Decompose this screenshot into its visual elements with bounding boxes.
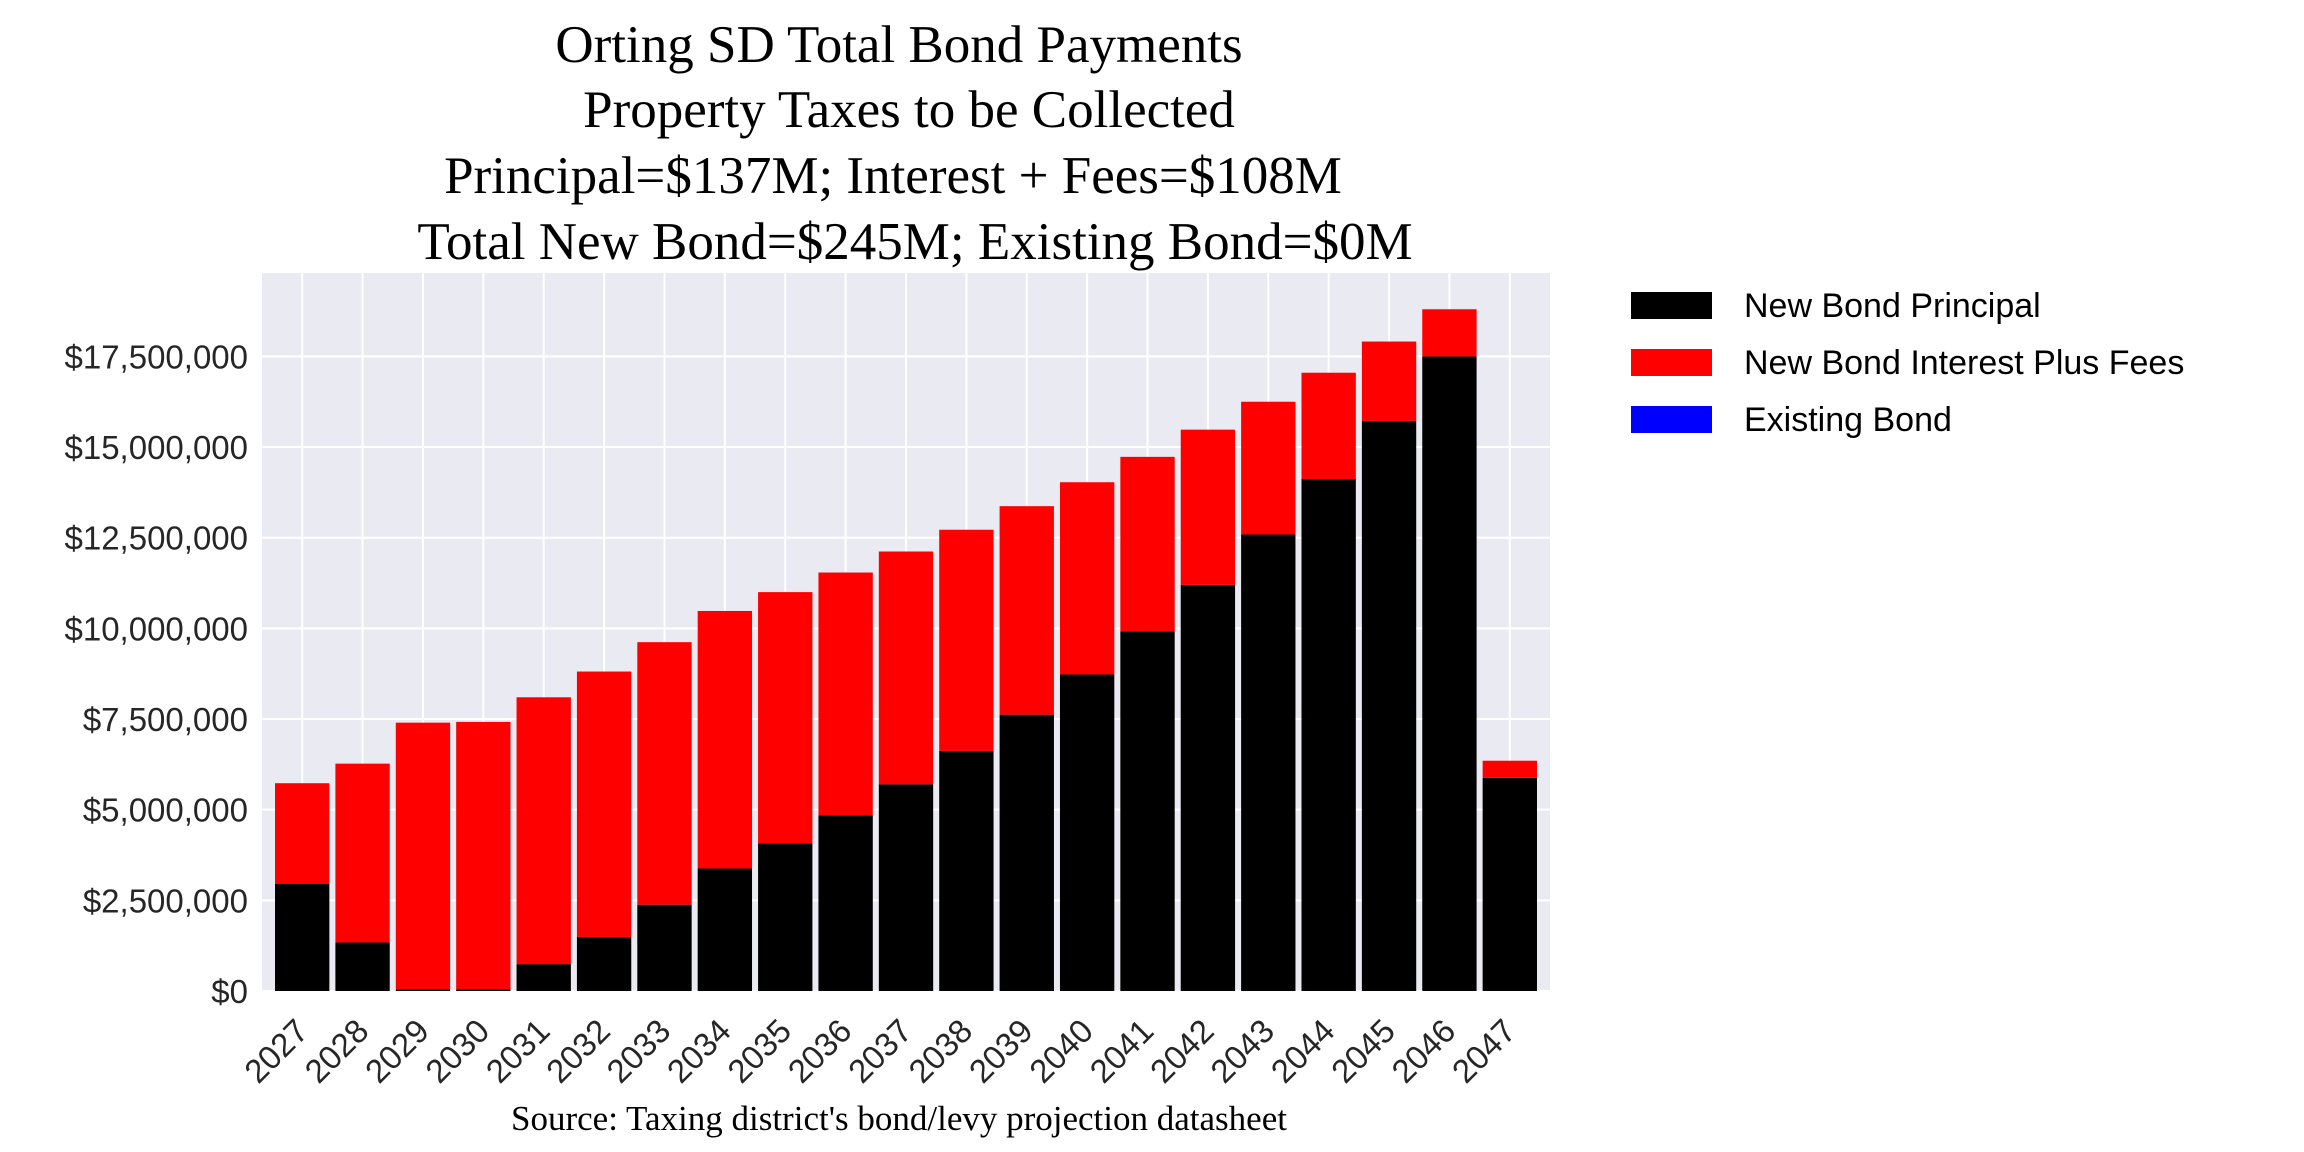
title-line-1: Orting SD Total Bond Payments	[555, 16, 1242, 74]
bar-2038-series-1	[939, 529, 994, 751]
bar-2040-series-0	[1059, 674, 1115, 991]
x-tick-label: 2027	[237, 1012, 315, 1090]
x-tick-label: 2028	[297, 1012, 375, 1090]
bar-2031-series-1	[516, 697, 571, 965]
bar-2033-series-1	[637, 642, 692, 905]
x-tick-label: 2036	[780, 1012, 858, 1090]
x-tick-label: 2034	[660, 1012, 738, 1090]
legend: New Bond Principal New Bond Interest Plus…	[1631, 287, 2184, 439]
y-tick-label: $15,000,000	[64, 429, 248, 466]
bar-2040-series-1	[1059, 482, 1115, 675]
bar-2045-series-0	[1361, 420, 1417, 991]
bar-2034-series-0	[697, 868, 753, 991]
bar-2042-series-0	[1180, 584, 1236, 991]
x-tick-label: 2029	[358, 1012, 436, 1090]
x-tick-label: 2043	[1203, 1012, 1281, 1090]
y-tick-label: $0	[211, 973, 248, 1010]
x-tick-label: 2041	[1082, 1012, 1160, 1090]
bar-2037-series-0	[878, 784, 934, 991]
legend-label: New Bond Principal	[1744, 287, 2041, 325]
x-tick-label: 2033	[599, 1012, 677, 1090]
bar-2039-series-1	[999, 506, 1054, 715]
bar-2036-series-0	[818, 815, 873, 991]
bar-2047-series-0	[1482, 777, 1537, 991]
x-tick-label: 2030	[418, 1012, 496, 1090]
bar-2030-series-1	[456, 721, 511, 990]
x-tick-label: 2044	[1264, 1012, 1342, 1090]
title-line-4: Total New Bond=$245M; Existing Bond=$0M	[417, 213, 1412, 271]
y-tick-label: $2,500,000	[83, 882, 248, 919]
bar-2032-series-0	[576, 936, 632, 991]
bar-2035-series-1	[758, 592, 813, 844]
bar-2042-series-1	[1180, 429, 1236, 585]
bar-2027-series-0	[275, 883, 330, 991]
x-axis-ticks: 2027202820292030203120322033203420352036…	[237, 1012, 1523, 1090]
y-tick-label: $7,500,000	[83, 701, 248, 738]
source-note: Source: Taxing district's bond/levy proj…	[511, 1099, 1287, 1138]
bar-2043-series-1	[1241, 401, 1296, 535]
y-tick-label: $5,000,000	[83, 792, 248, 829]
x-tick-label: 2047	[1445, 1012, 1523, 1090]
x-tick-label: 2042	[1143, 1012, 1221, 1090]
bar-2038-series-0	[939, 750, 994, 991]
bar-2029-series-1	[395, 722, 451, 990]
bar-2033-series-0	[637, 904, 692, 991]
bar-2044-series-1	[1301, 372, 1356, 479]
bar-2043-series-0	[1241, 534, 1296, 991]
chart-title: Orting SD Total Bond Payments Property T…	[417, 16, 1412, 271]
x-tick-label: 2038	[901, 1012, 979, 1090]
bar-2028-series-1	[335, 763, 390, 943]
legend-label: New Bond Interest Plus Fees	[1744, 344, 2184, 382]
bar-2030-series-0	[456, 989, 511, 991]
bar-2031-series-0	[516, 964, 571, 991]
bar-2041-series-0	[1120, 631, 1175, 991]
bar-2045-series-1	[1361, 341, 1417, 421]
x-tick-label: 2032	[539, 1012, 617, 1090]
bar-2039-series-0	[999, 714, 1054, 991]
bar-2046-series-0	[1422, 356, 1477, 991]
y-tick-label: $17,500,000	[64, 338, 248, 375]
legend-swatch-2	[1631, 406, 1712, 433]
y-tick-label: $10,000,000	[64, 610, 248, 647]
bar-2029-series-0	[395, 989, 451, 991]
x-tick-label: 2037	[841, 1012, 919, 1090]
bar-2046-series-1	[1422, 309, 1477, 357]
x-tick-label: 2040	[1022, 1012, 1100, 1090]
legend-swatch-0	[1631, 292, 1712, 319]
x-tick-label: 2039	[962, 1012, 1040, 1090]
title-line-2: Property Taxes to be Collected	[583, 81, 1235, 139]
bars	[275, 309, 1537, 992]
bar-2044-series-0	[1301, 478, 1356, 992]
bar-2032-series-1	[576, 671, 632, 937]
bar-2047-series-1	[1482, 760, 1537, 778]
bar-2041-series-1	[1120, 456, 1175, 632]
x-tick-label: 2045	[1324, 1012, 1402, 1090]
y-axis-ticks: $0 $2,500,000 $5,000,000 $7,500,000 $10,000,…	[64, 338, 248, 1010]
legend-label: Existing Bond	[1744, 401, 1952, 439]
x-tick-label: 2031	[479, 1012, 557, 1090]
bar-2028-series-0	[335, 942, 390, 991]
bar-2035-series-0	[758, 843, 813, 991]
legend-swatch-1	[1631, 349, 1712, 376]
title-line-3: Principal=$137M; Interest + Fees=$108M	[444, 147, 1342, 205]
bar-2036-series-1	[818, 572, 873, 816]
y-tick-label: $12,500,000	[64, 520, 248, 557]
bar-2027-series-1	[275, 783, 330, 884]
x-tick-label: 2035	[720, 1012, 798, 1090]
x-tick-label: 2046	[1384, 1012, 1462, 1090]
bar-2037-series-1	[878, 551, 934, 785]
bar-2034-series-1	[697, 610, 753, 869]
